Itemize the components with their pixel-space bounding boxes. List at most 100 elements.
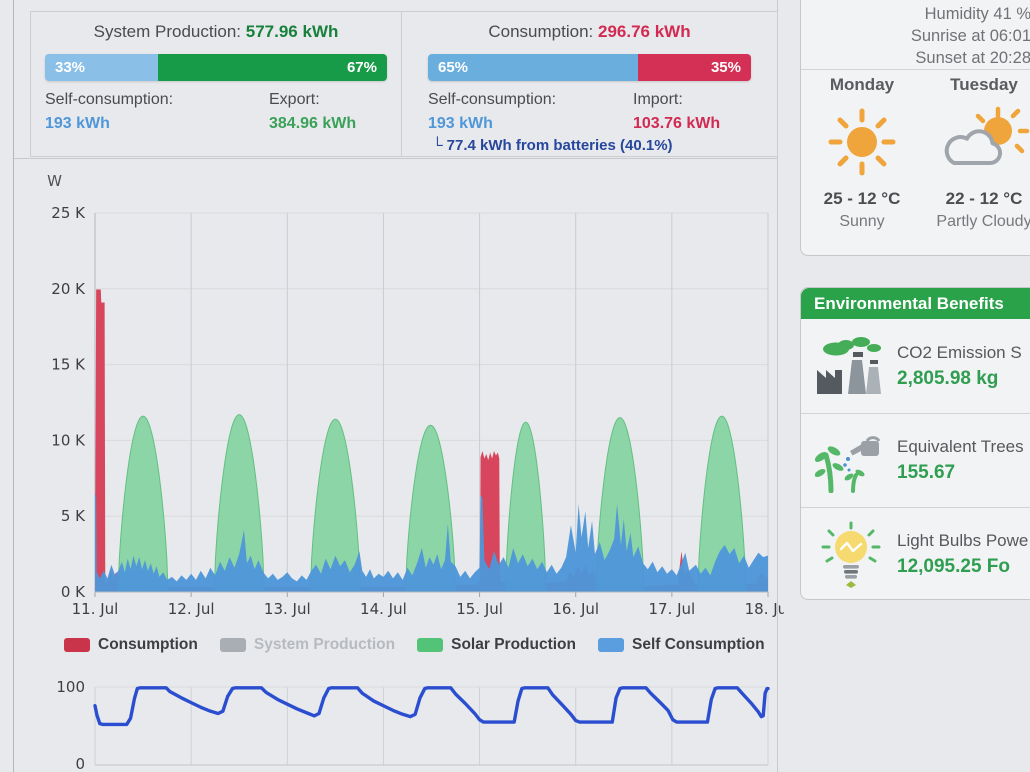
svg-text:12. Jul: 12. Jul: [168, 600, 215, 618]
bulbs-label: Light Bulbs Powe: [897, 531, 1029, 550]
summary-divider: [14, 158, 778, 159]
production-export-value: 384.96 kWh: [269, 115, 357, 132]
consumption-labels-row: Self-consumption: Import:: [428, 91, 751, 109]
production-values-row: 193 kWh 384.96 kWh: [45, 115, 387, 133]
svg-text:0 K: 0 K: [61, 583, 86, 601]
svg-text:17. Jul: 17. Jul: [648, 600, 695, 618]
day-temp: 25 - 12 °C: [823, 189, 901, 208]
chart-legend: Consumption System Production Solar Prod…: [64, 636, 765, 654]
self-consumption-swatch: [598, 638, 624, 652]
day-condition: Partly Cloudy: [936, 213, 1030, 230]
svg-text:5 K: 5 K: [61, 507, 86, 525]
production-value: 577.96 kWh: [245, 22, 339, 41]
production-ratio-bar: 33% 67%: [45, 54, 387, 81]
svg-text:13. Jul: 13. Jul: [264, 600, 311, 618]
sunset-text: Sunset at 20:28: [915, 49, 1030, 67]
battery-contribution-note: └ 77.4 kWh from batteries (40.1%): [432, 137, 673, 154]
trees-label: Equivalent Trees: [897, 437, 1024, 456]
svg-text:11. Jul: 11. Jul: [72, 600, 119, 618]
production-self-value: 193 kWh: [45, 115, 110, 132]
trees-row: Equivalent Trees 155.67: [801, 413, 1030, 507]
legend-label: System Production: [253, 636, 396, 653]
page-left-border: [13, 0, 14, 772]
forecast-tuesday: Tuesday 22 - 12 °C: [923, 75, 1030, 231]
sun-icon: [801, 103, 923, 181]
consumption-ratio-bar: 65% 35%: [428, 54, 751, 81]
svg-text:15 K: 15 K: [51, 356, 86, 374]
current-conditions: Humidity 41 % Sunrise at 06:01 Sunset at…: [911, 3, 1030, 69]
legend-label: Consumption: [98, 636, 198, 653]
legend-label: Solar Production: [451, 636, 576, 653]
production-export-label: Export:: [269, 91, 320, 108]
production-bar-export-segment: 67%: [157, 54, 387, 81]
svg-text:18. Jul: 18. Jul: [745, 600, 784, 618]
consumption-values-row: 193 kWh 103.76 kWh: [428, 115, 751, 133]
svg-text:20 K: 20 K: [51, 280, 86, 298]
consumption-bar-import-segment: 35%: [637, 54, 751, 81]
light-bulb-icon: [813, 521, 889, 589]
production-labels-row: Self-consumption: Export:: [45, 91, 387, 109]
solar-production-swatch: [417, 638, 444, 652]
consumption-swatch: [64, 638, 90, 652]
svg-text:16. Jul: 16. Jul: [552, 600, 599, 618]
legend-label: Self Consumption: [632, 636, 765, 653]
trees-text: Equivalent Trees 155.67: [889, 437, 1024, 484]
consumption-self-label: Self-consumption:: [428, 91, 557, 108]
production-bar-self-segment: 33%: [45, 54, 158, 81]
forecast-monday: Monday 25 - 12 °C Sunny: [801, 75, 923, 231]
co2-value: 2,805.98 kg: [897, 367, 999, 389]
production-summary-panel: System Production: 577.96 kWh 33% 67% Se…: [31, 12, 401, 156]
production-label: System Production:: [93, 22, 242, 41]
svg-text:100: 100: [56, 678, 85, 696]
consumption-label: Consumption:: [488, 22, 594, 41]
consumption-bar-self-segment: 65%: [428, 54, 638, 81]
bulbs-value: 12,095.25 Fo: [897, 556, 1011, 577]
legend-item-consumption[interactable]: Consumption: [64, 636, 198, 654]
consumption-bar-self-pct: 65%: [438, 59, 469, 76]
system-production-swatch: [219, 638, 246, 652]
production-bar-self-pct: 33%: [55, 59, 86, 76]
production-self-label: Self-consumption:: [45, 91, 174, 108]
trees-value: 155.67: [897, 462, 956, 483]
day-name: Tuesday: [950, 75, 1018, 94]
svg-text:14. Jul: 14. Jul: [360, 600, 407, 618]
day-condition: Sunny: [839, 213, 885, 230]
bulbs-row: Light Bulbs Powe 12,095.25 Fo: [801, 507, 1030, 601]
consumption-import-value: 103.76 kWh: [633, 115, 721, 132]
weather-panel: Humidity 41 % Sunrise at 06:01 Sunset at…: [800, 0, 1030, 256]
environmental-benefits-panel: Environmental Benefits CO2 Emission S 2,: [800, 287, 1030, 600]
production-title: System Production: 577.96 kWh: [43, 20, 389, 42]
svg-text:0: 0: [75, 755, 85, 772]
summary-panels: System Production: 577.96 kWh 33% 67% Se…: [30, 11, 778, 157]
bulbs-text: Light Bulbs Powe 12,095.25 Fo: [889, 531, 1028, 578]
factory-co2-icon: [813, 334, 889, 398]
consumption-value: 296.76 kWh: [598, 22, 691, 41]
legend-item-solar-production[interactable]: Solar Production: [417, 636, 576, 654]
weather-divider: [801, 69, 1030, 70]
humidity-text: Humidity 41 %: [924, 5, 1030, 23]
trees-icon: [813, 429, 889, 493]
legend-item-system-production[interactable]: System Production: [219, 636, 396, 654]
svg-text:25 K: 25 K: [51, 204, 86, 222]
consumption-import-label: Import:: [633, 91, 683, 108]
legend-item-self-consumption[interactable]: Self Consumption: [598, 636, 765, 654]
sunrise-text: Sunrise at 06:01: [910, 27, 1030, 45]
consumption-bar-import-pct: 35%: [710, 59, 741, 76]
co2-label: CO2 Emission S: [897, 342, 1022, 362]
environmental-benefits-header: Environmental Benefits: [801, 288, 1030, 319]
production-bar-export-pct: 67%: [346, 59, 377, 76]
svg-text:15. Jul: 15. Jul: [456, 600, 503, 618]
co2-text: CO2 Emission S 2,805.98 kg: [889, 343, 1022, 390]
consumption-self-value: 193 kWh: [428, 115, 493, 132]
battery-soc-chart[interactable]: 100 0: [14, 663, 784, 772]
day-name: Monday: [829, 75, 895, 94]
consumption-title: Consumption: 296.76 kWh: [426, 20, 753, 42]
consumption-summary-panel: Consumption: 296.76 kWh 65% 35% Self-con…: [401, 12, 777, 156]
co2-row: CO2 Emission S 2,805.98 kg: [801, 319, 1030, 413]
forecast-days: Monday 25 - 12 °C Sunny: [801, 75, 1030, 231]
power-chart[interactable]: 25 K 20 K 15 K 10 K 5 K 0 K11. Jul 12. Jul 13. …: [14, 160, 784, 624]
day-temp: 22 - 12 °C: [945, 189, 1023, 208]
sun-cloud-icon: [923, 103, 1030, 181]
corner-glyph: └: [432, 137, 443, 154]
